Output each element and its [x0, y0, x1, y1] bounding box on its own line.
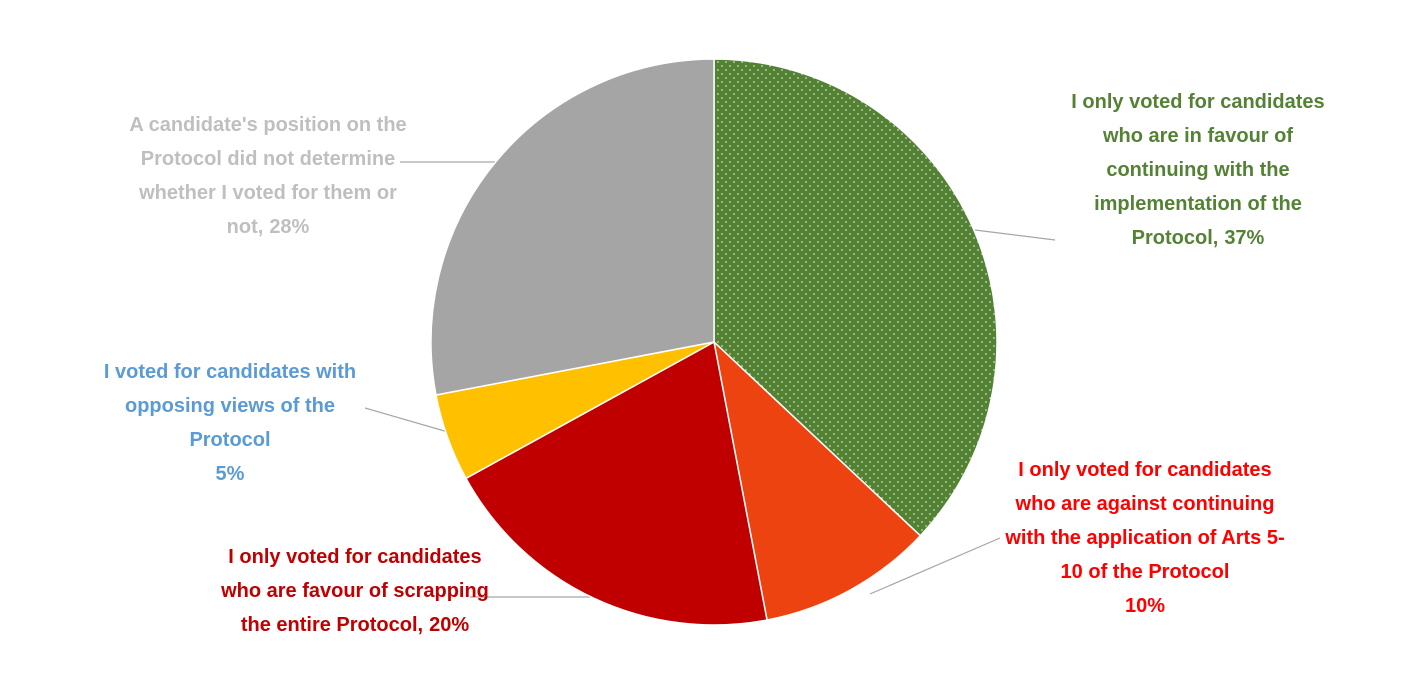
- slice-label: I only voted for candidates who are favo…: [210, 540, 500, 642]
- leader-line: [364, 407, 449, 433]
- leader-line: [974, 229, 1056, 241]
- pie-slice: [712, 339, 922, 621]
- value-label: 28%: [269, 216, 310, 238]
- value-label: 20%: [429, 614, 470, 636]
- value-label: 37%: [1224, 227, 1265, 249]
- category-label: I only voted for candidates who are favo…: [221, 546, 489, 636]
- category-label: I voted for candidates with opposing vie…: [103, 361, 357, 451]
- pie-slice: [713, 58, 998, 537]
- leader-lines: [364, 161, 1056, 598]
- value-label: 5%: [215, 463, 245, 485]
- pie-slice: [430, 58, 715, 396]
- category-label: I only voted for candidates who are agai…: [1005, 459, 1285, 583]
- slice-label: I voted for candidates with opposing vie…: [95, 355, 365, 491]
- pie-slice: [464, 340, 768, 626]
- slice-label: I only voted for candidates who are in f…: [1063, 85, 1333, 255]
- leader-line: [869, 537, 1001, 595]
- value-label: 10%: [1124, 595, 1166, 617]
- slice-label: I only voted for candidates who are agai…: [1000, 453, 1290, 623]
- category-label: I only voted for candidates who are in f…: [1071, 91, 1325, 249]
- category-label: A candidate's position on the Protocol d…: [129, 114, 407, 238]
- slice-label: A candidate's position on the Protocol d…: [128, 108, 408, 244]
